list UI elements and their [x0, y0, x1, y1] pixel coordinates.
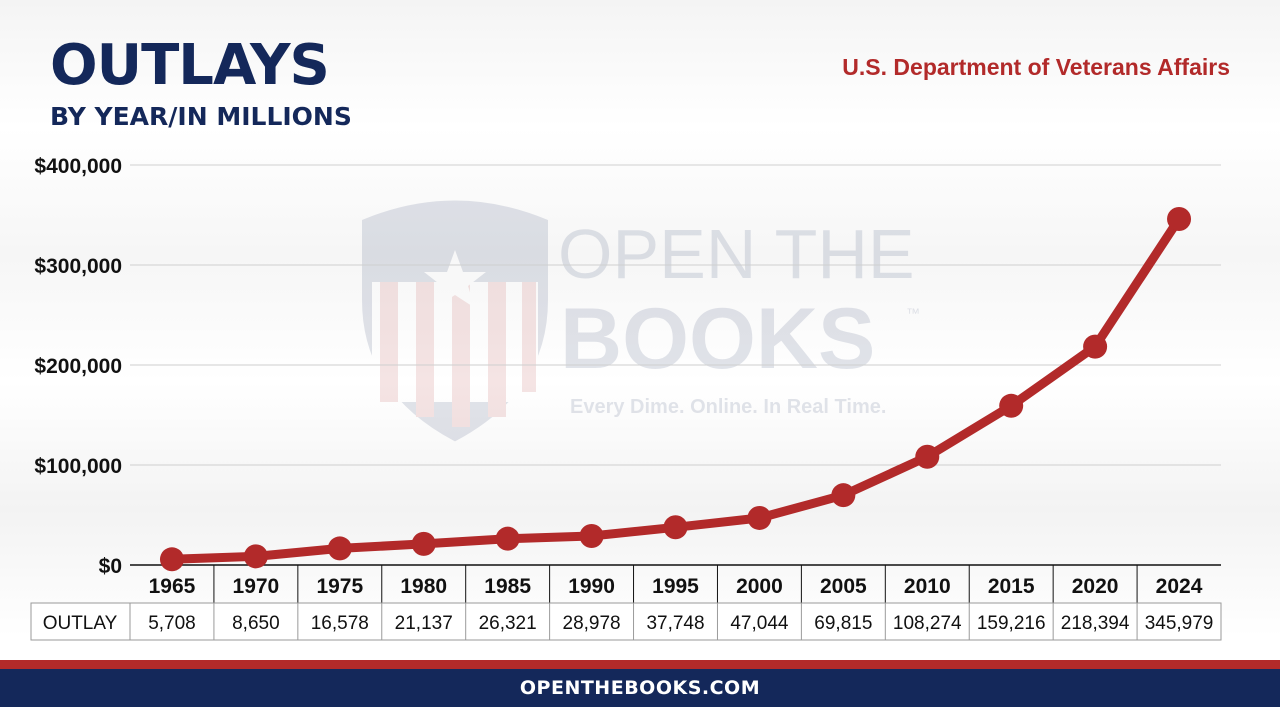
- y-tick-label: $200,000: [34, 355, 122, 378]
- watermark-trademark: ™: [906, 305, 920, 321]
- data-point[interactable]: [579, 524, 604, 549]
- table-row-label: OUTLAY: [43, 613, 118, 634]
- table-cell: 26,321: [479, 613, 537, 634]
- x-tick-label: 2024: [1156, 575, 1203, 598]
- data-point[interactable]: [327, 536, 352, 561]
- data-point[interactable]: [243, 544, 268, 569]
- table-cell: 21,137: [395, 613, 453, 634]
- agency-label: U.S. Department of Veterans Affairs: [842, 54, 1230, 80]
- x-tick-label: 1985: [484, 575, 531, 598]
- chart-subtitle: BY YEAR/IN MILLIONS: [50, 102, 352, 131]
- table-cell: 8,650: [232, 613, 280, 634]
- x-tick-label: 2000: [736, 575, 783, 598]
- shield-icon: [362, 200, 548, 442]
- table-cell: 28,978: [563, 613, 621, 634]
- series-outlays: [159, 207, 1192, 572]
- data-point[interactable]: [495, 526, 520, 551]
- x-tick-label: 2015: [988, 575, 1035, 598]
- table-cell: 345,979: [1145, 613, 1214, 634]
- y-tick-label: $300,000: [34, 255, 122, 278]
- x-tick-label: 2010: [904, 575, 951, 598]
- y-axis: $0 $100,000 $200,000 $300,000 $400,000: [34, 155, 122, 578]
- grid: [130, 164, 1221, 603]
- x-tick-label: 1975: [316, 575, 363, 598]
- y-tick-label: $400,000: [34, 155, 122, 178]
- data-point[interactable]: [411, 531, 436, 556]
- y-tick-label: $0: [99, 555, 122, 578]
- data-point[interactable]: [999, 393, 1024, 418]
- table-cell: 5,708: [148, 613, 196, 634]
- data-point[interactable]: [1083, 334, 1108, 359]
- data-point[interactable]: [1167, 207, 1192, 232]
- table-cell: 47,044: [730, 613, 789, 634]
- data-point[interactable]: [159, 547, 184, 572]
- footer-text[interactable]: OPENTHEBOOKS.COM: [519, 677, 761, 699]
- x-tick-label: 1970: [233, 575, 280, 598]
- x-tick-label: 2020: [1072, 575, 1119, 598]
- chart-title: OUTLAYS: [50, 33, 330, 98]
- table-cell: 37,748: [646, 613, 704, 634]
- x-tick-label: 1990: [568, 575, 615, 598]
- x-tick-label: 1965: [149, 575, 196, 598]
- x-tick-label: 2005: [820, 575, 867, 598]
- data-point[interactable]: [915, 444, 940, 469]
- watermark-tagline: Every Dime. Online. In Real Time.: [570, 396, 886, 418]
- x-axis: 1965 1970 1975 1980 1985 1990 1995 2000 2005 2010…: [149, 575, 1203, 598]
- table-cell: 16,578: [311, 613, 369, 634]
- x-tick-label: 1995: [652, 575, 699, 598]
- data-point[interactable]: [663, 515, 688, 540]
- watermark-line2: BOOKS: [560, 291, 875, 387]
- table-cell: 159,216: [977, 613, 1046, 634]
- table-cell: 218,394: [1061, 613, 1130, 634]
- table-cell: 69,815: [814, 613, 872, 634]
- data-point[interactable]: [747, 505, 772, 530]
- table-cell: 108,274: [893, 613, 962, 634]
- x-tick-label: 1980: [400, 575, 447, 598]
- watermark-line1: OPEN THE: [558, 215, 915, 293]
- data-table: 5,708 8,650 16,578 21,137 26,321 28,978 37,748…: [30, 602, 1222, 641]
- table-row: [30, 602, 1222, 641]
- footer-red-stripe: [0, 660, 1280, 669]
- data-point[interactable]: [831, 483, 856, 508]
- star-icon: [424, 250, 486, 308]
- footer-bar: OPENTHEBOOKS.COM: [0, 669, 1280, 707]
- watermark-logo: OPEN THE BOOKS ™ Every Dime. Online. In …: [362, 200, 920, 442]
- y-tick-label: $100,000: [34, 455, 122, 478]
